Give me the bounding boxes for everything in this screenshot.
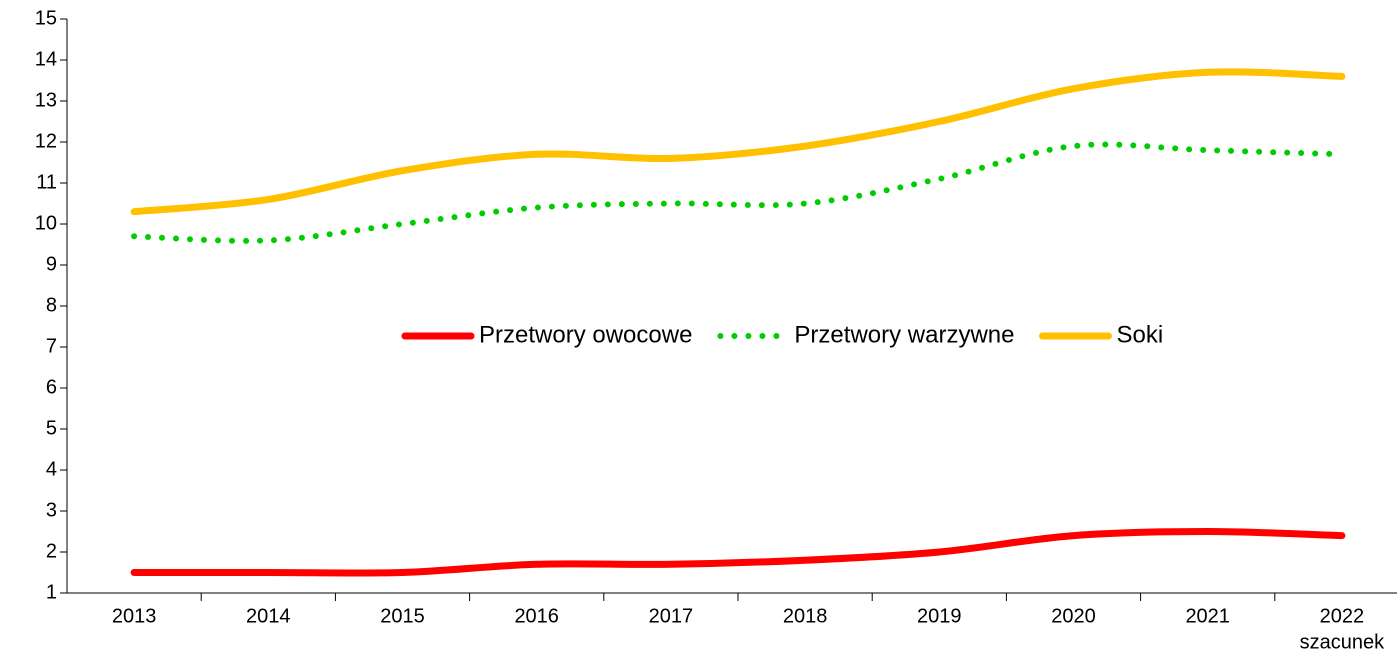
x-tick-label: 2015 [380,605,425,627]
y-tick-label: 13 [35,89,57,111]
x-tick-label: 2014 [246,605,291,627]
x-tick-label: 2019 [917,605,962,627]
y-tick-label: 9 [46,253,57,275]
x-tick-label: 2022 [1320,605,1365,627]
y-tick-label: 8 [46,294,57,316]
y-tick-label: 1 [46,581,57,603]
legend-label: Soki [1116,321,1163,348]
y-tick-label: 3 [46,499,57,521]
y-tick-label: 12 [35,130,57,152]
x-tick-label: 2013 [112,605,157,627]
y-tick-label: 10 [35,212,57,234]
x-tick-label: 2020 [1051,605,1096,627]
x-tick-label: 2016 [514,605,559,627]
series-line [130,527,1346,577]
y-tick-label: 11 [36,171,57,193]
y-tick-label: 4 [46,458,57,480]
y-tick-label: 5 [46,417,57,439]
y-tick-label: 15 [35,7,57,29]
y-tick-label: 14 [35,48,57,70]
x-tick-label: 2021 [1185,605,1230,627]
x-tick-label: 2018 [783,605,828,627]
x-annotation: szacunek [1300,631,1385,653]
y-tick-label: 7 [46,335,57,357]
y-tick-label: 2 [46,540,57,562]
x-tick-label: 2017 [649,605,694,627]
series-line [130,68,1346,216]
y-tick-label: 6 [46,376,57,398]
legend-label: Przetwory owocowe [479,321,692,348]
legend-label: Przetwory warzywne [794,321,1014,348]
